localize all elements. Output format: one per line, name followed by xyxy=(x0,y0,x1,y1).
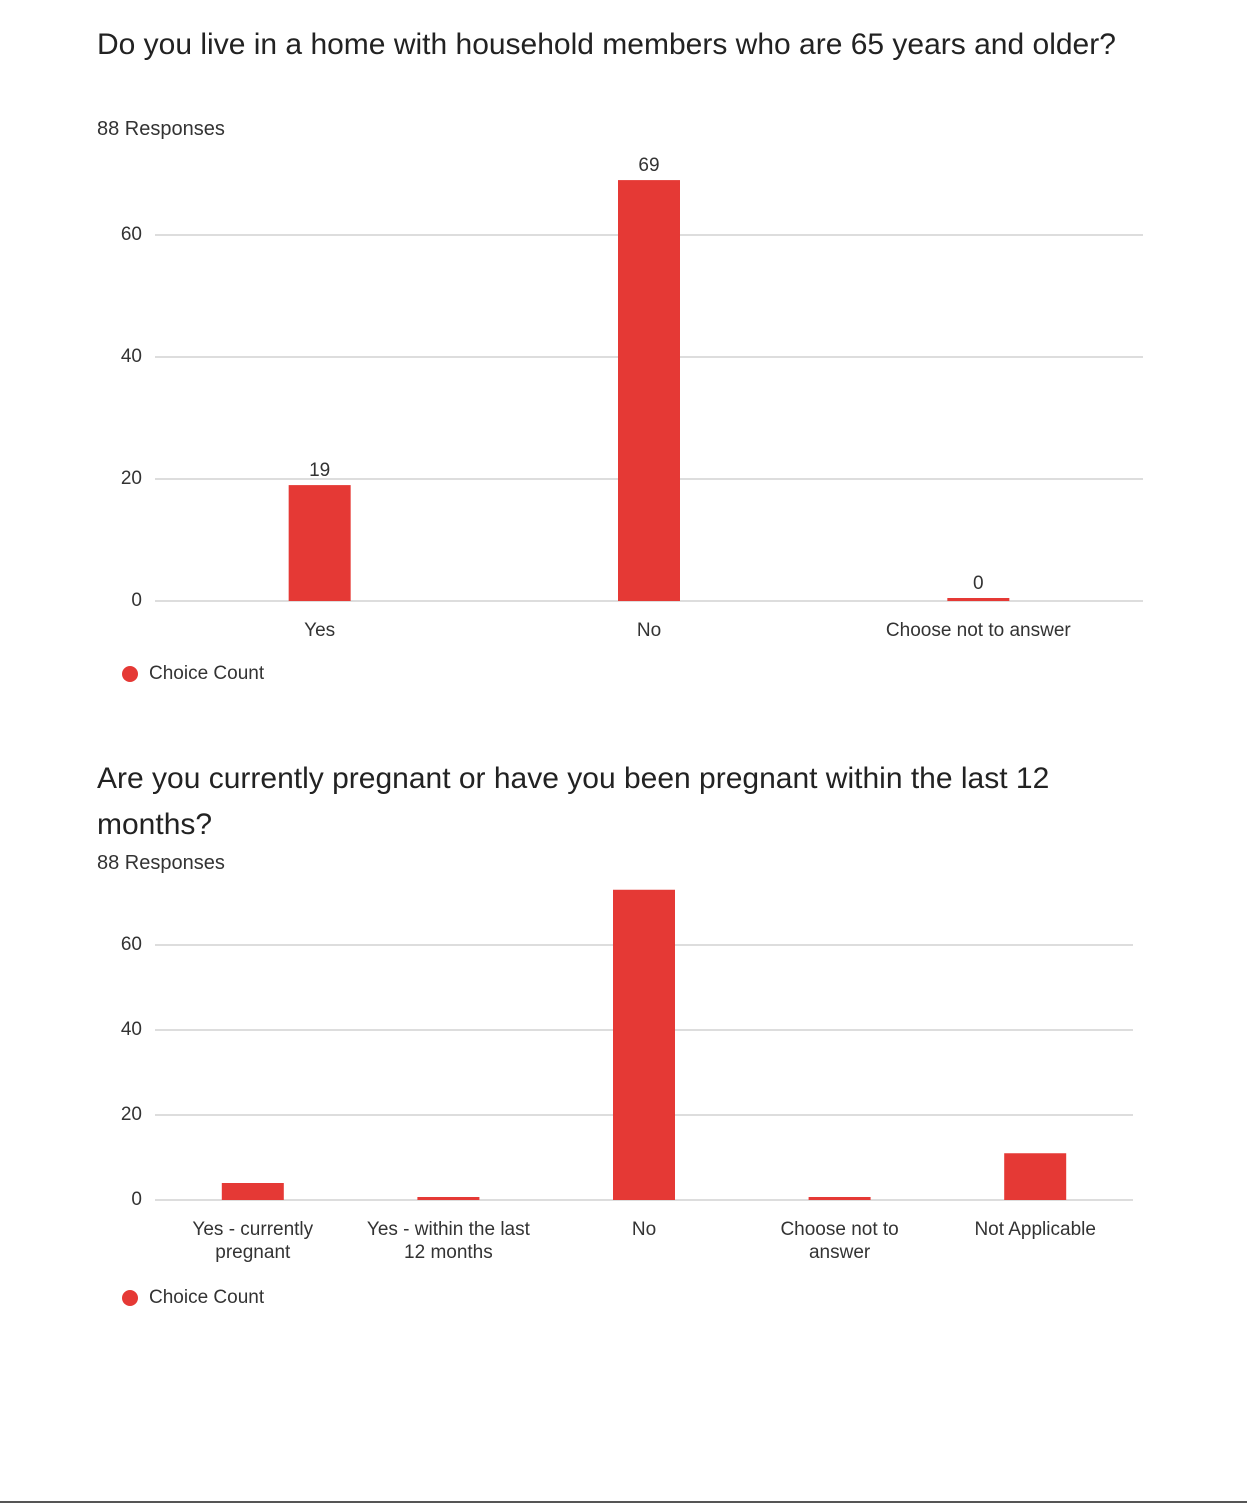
bar xyxy=(1004,1153,1067,1200)
bottom-border xyxy=(0,1501,1247,1503)
chart-title: Do you live in a home with household mem… xyxy=(97,28,1116,61)
x-tick-label: Not Applicable xyxy=(974,1219,1095,1240)
x-tick-label: No xyxy=(637,620,661,641)
y-tick-label: 60 xyxy=(121,224,142,245)
bar xyxy=(808,1197,871,1200)
x-tick-label: Choose not to answer xyxy=(780,1219,898,1263)
y-tick-label: 20 xyxy=(121,468,142,489)
chart-subtitle: 88 Responses xyxy=(97,118,225,140)
y-tick-label: 20 xyxy=(121,1104,142,1125)
y-tick-label: 40 xyxy=(121,1019,142,1040)
bar xyxy=(288,485,351,601)
y-tick-label: 60 xyxy=(121,934,142,955)
y-tick-label: 0 xyxy=(131,1189,142,1210)
bar xyxy=(947,598,1010,601)
y-tick-label: 40 xyxy=(121,346,142,367)
x-tick-label: Yes xyxy=(304,620,335,641)
data-label: 19 xyxy=(309,460,330,481)
bar xyxy=(417,1197,480,1200)
legend-marker xyxy=(122,1290,138,1306)
x-tick-label: Choose not to answer xyxy=(886,620,1072,641)
chart-subtitle: 88 Responses xyxy=(97,852,225,874)
chart-title: Are you currently pregnant or have you b… xyxy=(97,762,1050,841)
y-tick-label: 0 xyxy=(131,590,142,611)
legend-marker xyxy=(122,666,138,682)
legend-label: Choice Count xyxy=(149,663,265,684)
x-tick-label: No xyxy=(632,1219,656,1240)
bar xyxy=(618,180,680,601)
x-tick-label: Yes - within the last 12 months xyxy=(367,1219,531,1263)
x-tick-label: Yes - currently pregnant xyxy=(192,1219,313,1263)
bar xyxy=(613,889,675,1200)
data-label: 69 xyxy=(638,155,659,176)
legend-label: Choice Count xyxy=(149,1287,265,1308)
data-label: 0 xyxy=(973,573,984,594)
bar xyxy=(221,1183,284,1200)
